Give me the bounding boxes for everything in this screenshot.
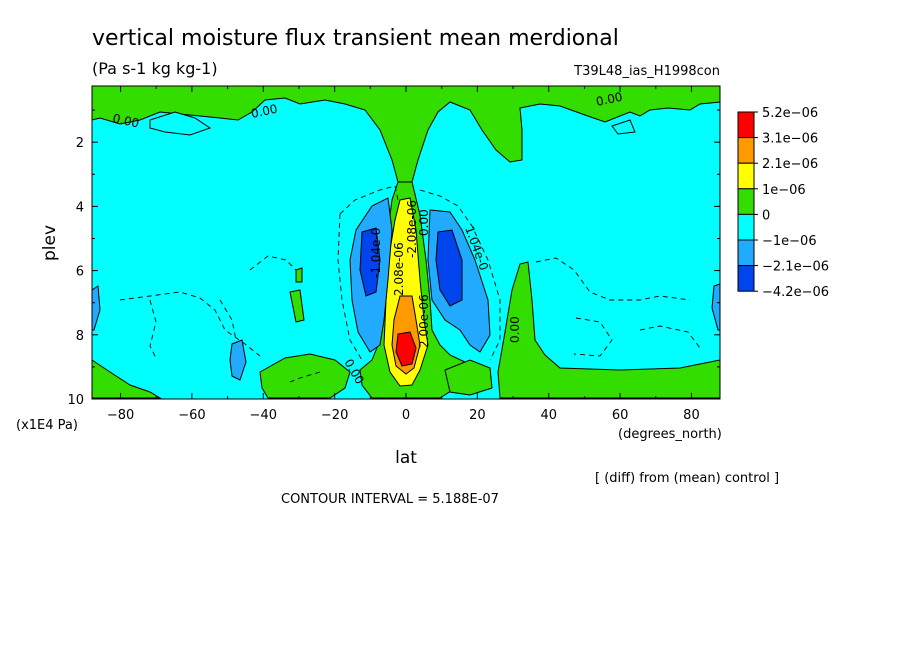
legend-label: 0 [762, 208, 770, 223]
y-axis-units: (x1E4 Pa) [16, 418, 78, 433]
green-region [259, 353, 351, 399]
legend-label: 2.1e−06 [762, 157, 818, 172]
green-region [497, 261, 721, 399]
run-label: T39L48_ias_H1998con [573, 64, 720, 79]
y-tick-label: 6 [76, 265, 84, 280]
contour-label: 0.00 [417, 209, 431, 236]
dashed-contour [419, 189, 501, 361]
dashed-contour [337, 213, 363, 361]
dashed-contour [639, 325, 701, 349]
contour-label: -2.08e-06 [405, 200, 419, 258]
legend-swatch [737, 188, 755, 215]
dashed-contour [535, 257, 691, 301]
y-tick-label: 8 [76, 329, 84, 344]
legend-swatch [737, 213, 755, 241]
x-tick-label: −80 [107, 408, 134, 423]
y-axis: 2 4 6 8 10 [67, 109, 720, 408]
contour-label: 0.00 [508, 316, 522, 343]
x-tick-label: 80 [683, 408, 700, 423]
dark-blue-region [359, 227, 381, 297]
dark-blue-region [435, 229, 463, 307]
contour-label: 0.00 [111, 111, 140, 130]
green-region [91, 85, 721, 183]
y-tick-label: 4 [76, 200, 84, 215]
dashed-contour [573, 317, 613, 357]
colorbar-legend: 5.2e−06 3.1e−06 2.1e−06 1e−06 0 −1e−06 −2.1e−0… [737, 106, 829, 300]
contour-field: 0.00 0.00 0.00 0.00 0.00 1.04e-0 -1.04e-… [91, 85, 721, 400]
contour-label: 2.08e-06 [392, 242, 406, 296]
green-region [295, 267, 303, 283]
green-region [444, 359, 493, 396]
chart-title: vertical moisture flux transient mean me… [92, 26, 619, 51]
legend-swatch [737, 137, 755, 164]
legend-label: 5.2e−06 [762, 106, 818, 121]
x-tick-label: −40 [250, 408, 277, 423]
x-axis-label: lat [395, 448, 417, 468]
dashed-contour [249, 255, 297, 271]
dashed-contour [149, 299, 157, 359]
red-region [395, 331, 417, 367]
dashed-contours [119, 185, 701, 383]
dashed-contour [119, 291, 261, 357]
x-tick-label: 20 [469, 408, 486, 423]
x-tick-label: −60 [178, 408, 205, 423]
legend-label: −2.1e−06 [762, 260, 829, 275]
contour-label: 0.00 [595, 90, 624, 109]
legend-label: 3.1e−06 [762, 132, 818, 147]
legend-swatch [737, 239, 755, 267]
legend-swatch [737, 265, 755, 292]
diff-note: [ (diff) from (mean) control ] [595, 471, 779, 486]
x-tick-label: 0 [402, 408, 410, 423]
legend-label: −4.2e−06 [762, 285, 829, 300]
contour-label: -1.04e-0 [369, 228, 383, 278]
x-tick-label: 60 [612, 408, 629, 423]
legend-swatch [737, 111, 755, 139]
legend-label: 1e−06 [762, 183, 806, 198]
x-axis-units: (degrees_north) [618, 427, 722, 442]
cyan-hole [611, 119, 636, 135]
dashed-contour [219, 299, 237, 341]
y-axis-label: plev [40, 225, 60, 261]
x-tick-label: −20 [321, 408, 348, 423]
cyan-hole [149, 111, 212, 136]
y-tick-label: 2 [76, 136, 84, 151]
y-tick-label: 10 [67, 393, 84, 408]
blue-region [229, 339, 247, 381]
contour-label: 0.00 [250, 102, 279, 121]
contour-label: 2.00e-06 [417, 294, 431, 348]
legend-label: −1e−06 [762, 234, 817, 249]
x-axis: −80 −60 −40 −20 0 20 40 60 80 [107, 86, 700, 423]
legend-swatch [737, 162, 755, 190]
green-region [289, 289, 305, 323]
dashed-contour [289, 371, 321, 383]
x-tick-label: 40 [540, 408, 557, 423]
contour-interval: CONTOUR INTERVAL = 5.188E-07 [281, 492, 499, 507]
units-label: (Pa s-1 kg kg-1) [92, 59, 218, 78]
dashed-contour [339, 185, 399, 215]
